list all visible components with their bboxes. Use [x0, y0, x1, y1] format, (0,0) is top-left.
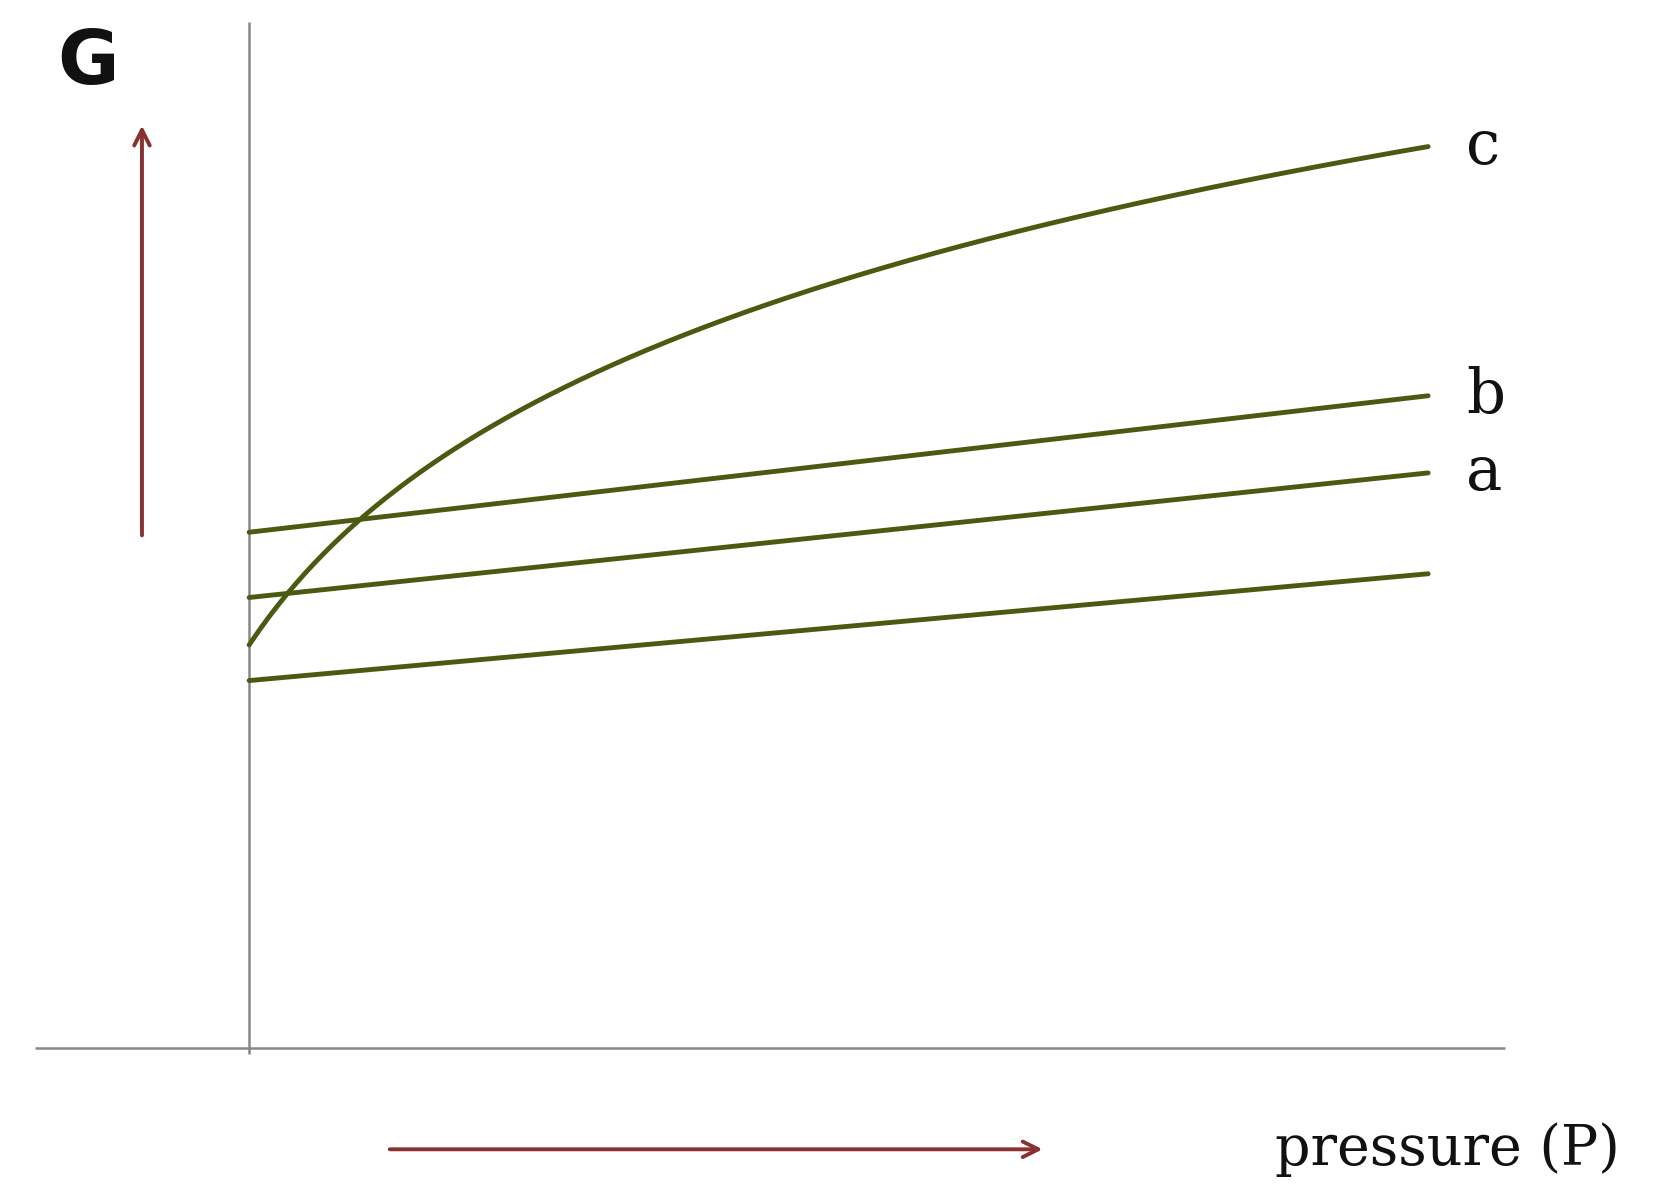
- Text: a: a: [1466, 443, 1503, 503]
- Text: c: c: [1466, 117, 1499, 177]
- Text: pressure (P): pressure (P): [1275, 1122, 1619, 1177]
- Text: b: b: [1466, 366, 1504, 425]
- Text: G: G: [58, 27, 120, 100]
